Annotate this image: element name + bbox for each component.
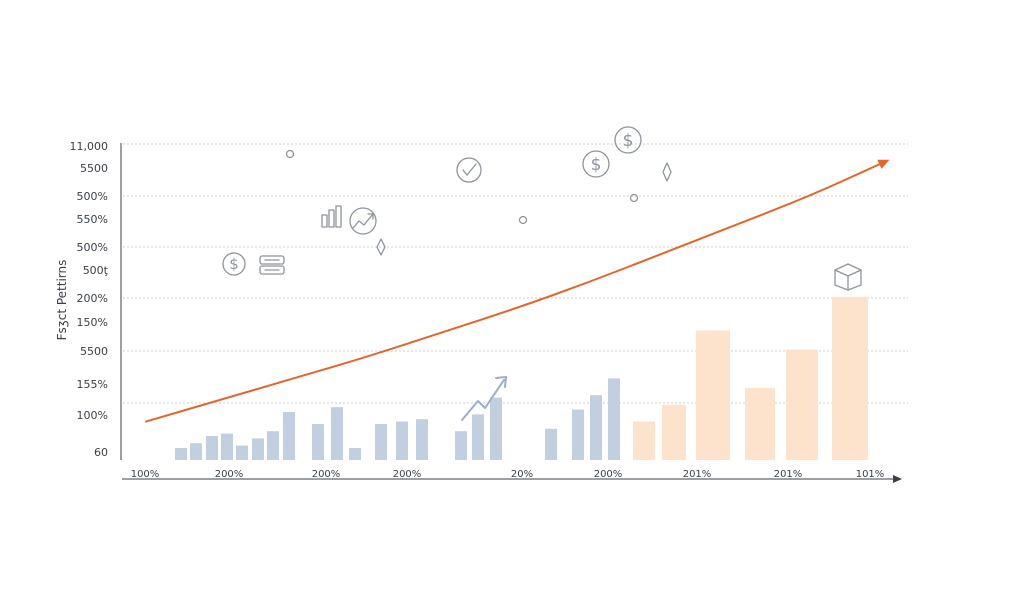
axes [120, 143, 902, 483]
dot-icon [285, 149, 295, 159]
box-icon [834, 263, 862, 291]
dollar-icon: $ [582, 150, 610, 178]
bar-blue [490, 397, 502, 460]
bar-blue [455, 431, 467, 460]
y-tick-label: 5500 [80, 162, 108, 175]
gridlines [123, 143, 908, 404]
y-tick-label: 5500 [80, 345, 108, 358]
svg-text:$: $ [623, 131, 634, 151]
y-tick-label: 155% [77, 378, 108, 391]
svg-text:$: $ [591, 155, 602, 175]
y-tick-label: 100% [77, 409, 108, 422]
svg-text:$: $ [229, 255, 239, 273]
y-tick-label: 500% [77, 190, 108, 203]
y-tick-label: 11,000 [70, 140, 109, 153]
bars [175, 296, 868, 460]
y-tick-label: 500% [77, 241, 108, 254]
icons: $ $ [222, 126, 862, 421]
dot-icon [518, 215, 528, 225]
bar-blue [283, 411, 295, 460]
bar-blue [545, 428, 557, 460]
diamond-icon [662, 162, 672, 182]
bar-orange [832, 296, 868, 460]
bar-orange [662, 404, 686, 460]
bar-blue [221, 433, 233, 460]
bar-blue [331, 407, 343, 460]
coin-stack-icon [259, 255, 285, 275]
trend-line-layer [145, 159, 890, 423]
x-tick-label: 200% [215, 469, 244, 480]
bar-blue [396, 421, 408, 460]
dot-icon [629, 193, 639, 203]
trend-arrow-icon [461, 376, 507, 421]
bar-blue [252, 438, 264, 460]
y-tick-label: 550% [77, 213, 108, 226]
diamond-icon [376, 238, 386, 256]
bar-blue [375, 423, 387, 460]
rising-chart-icon [349, 207, 377, 235]
x-tick-label: 200% [594, 469, 623, 480]
bar-orange [786, 349, 818, 460]
bar-blue [190, 443, 202, 460]
bar-blue [608, 378, 620, 460]
x-tick-label: 20% [511, 469, 533, 480]
bar-blue [236, 445, 248, 460]
bar-orange [633, 421, 655, 460]
trend-line [145, 161, 885, 423]
x-tick-label: 201% [683, 469, 712, 480]
y-tick-label: 500ţ [83, 264, 109, 277]
trend-line-arrowhead [877, 159, 890, 169]
bar-chart-icon [321, 205, 342, 228]
y-tick-label: 200% [77, 292, 108, 305]
x-tick-label: 101% [856, 469, 885, 480]
x-tick-label: 200% [393, 469, 422, 480]
y-tick-label: 150% [77, 316, 108, 329]
bar-blue [206, 435, 218, 460]
bar-blue [175, 447, 187, 460]
bar-blue [312, 423, 324, 460]
bar-blue [349, 447, 361, 460]
bar-blue [267, 431, 279, 460]
x-tick-label: 100% [131, 469, 160, 480]
bar-orange [745, 387, 775, 460]
x-axis-ticks: 100% 200% 200% 200% 20% 200% 201% 201% 101% [131, 469, 885, 480]
dollar-icon: $ [614, 126, 642, 154]
x-axis-arrowhead [893, 475, 902, 483]
checkmark-circle-icon [456, 157, 482, 183]
bar-blue [590, 395, 602, 460]
bar-blue [572, 409, 584, 460]
y-axis-label: Fsʒct Pettirns [55, 260, 69, 341]
bar-orange [696, 330, 730, 460]
x-tick-label: 201% [774, 469, 803, 480]
dollar-icon: $ [222, 252, 246, 276]
bar-blue [416, 419, 428, 460]
bar-blue [472, 414, 484, 460]
x-tick-label: 200% [312, 469, 341, 480]
y-axis-ticks: 11,000 5500 500% 550% 500% 500ţ 200% 150% 5500 15… [70, 140, 109, 459]
y-tick-label: 60 [94, 446, 108, 459]
